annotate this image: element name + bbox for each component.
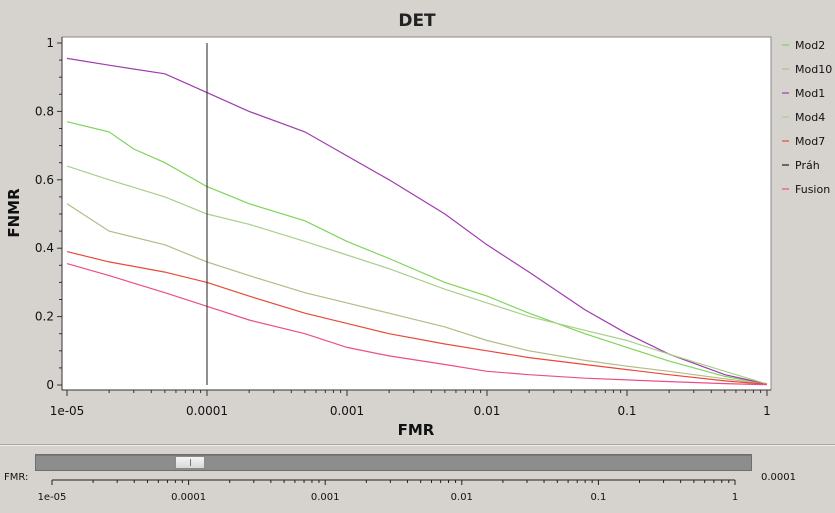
legend-item-práh: Práh <box>795 159 820 172</box>
slider-scale-label: 1 <box>732 492 738 503</box>
x-tick-label: 0.0001 <box>186 404 228 418</box>
slider-scale-label: 0.001 <box>311 492 340 503</box>
slider-scale-label: 0.1 <box>590 492 606 503</box>
legend-item-mod7: Mod7 <box>795 135 825 148</box>
plot-area <box>61 36 772 391</box>
chart-title: DET <box>398 11 436 31</box>
x-tick-label: 0.01 <box>474 404 501 418</box>
plot-background <box>61 36 772 391</box>
legend-item-mod4: Mod4 <box>795 111 825 124</box>
legend-item-mod1: Mod1 <box>795 87 825 100</box>
x-tick-label: 1e-05 <box>50 404 85 418</box>
x-tick-label: 0.1 <box>617 404 636 418</box>
slider-scale: 1e-05 0.0001 0.001 0.01 0.1 1 <box>38 479 738 503</box>
legend: Mod2 Mod10 Mod1 Mod4 Mod7 Práh Fusion <box>782 39 832 196</box>
series-line-mod7 <box>66 251 768 385</box>
series-line-fusion <box>66 263 768 386</box>
det-chart: DET FMR FNMR 1e-05 0.0001 0.001 0.01 0.1 1 00… <box>5 11 832 439</box>
y-tick-label: 0 <box>46 378 54 392</box>
y-tick-label: 0.2 <box>35 310 54 324</box>
y-tick-label: 0.4 <box>35 241 54 255</box>
x-tick-label: 1 <box>763 404 771 418</box>
divider <box>0 444 835 446</box>
slider-scale-label: 0.0001 <box>171 492 206 503</box>
slider-scale-label: 1e-05 <box>38 492 67 503</box>
fmr-slider-thumb[interactable] <box>175 456 205 469</box>
series-line-mod1 <box>66 57 768 385</box>
series-line-mod4 <box>66 165 768 385</box>
fmr-slider-label: FMR: <box>4 472 29 483</box>
y-axis-title: FNMR <box>5 188 23 238</box>
series-line-mod10 <box>66 203 768 385</box>
y-tick-label: 1 <box>46 36 54 50</box>
slider-scale-label: 0.01 <box>451 492 473 503</box>
x-tick-label: 0.001 <box>330 404 364 418</box>
series-line-mod2 <box>66 121 768 385</box>
grip-icon <box>190 459 191 466</box>
y-axis: 0 0.2 0.4 0.6 0.8 1 <box>35 36 63 392</box>
y-tick-label: 0.8 <box>35 104 54 118</box>
y-tick-label: 0.6 <box>35 173 54 187</box>
fmr-slider-value: 0.0001 <box>761 472 796 483</box>
fmr-slider[interactable] <box>35 454 752 471</box>
legend-item-mod2: Mod2 <box>795 39 825 52</box>
legend-item-fusion: Fusion <box>795 183 830 196</box>
legend-item-mod10: Mod10 <box>795 63 832 76</box>
x-axis-title: FMR <box>398 421 435 439</box>
x-axis: 1e-05 0.0001 0.001 0.01 0.1 1 <box>50 389 771 418</box>
